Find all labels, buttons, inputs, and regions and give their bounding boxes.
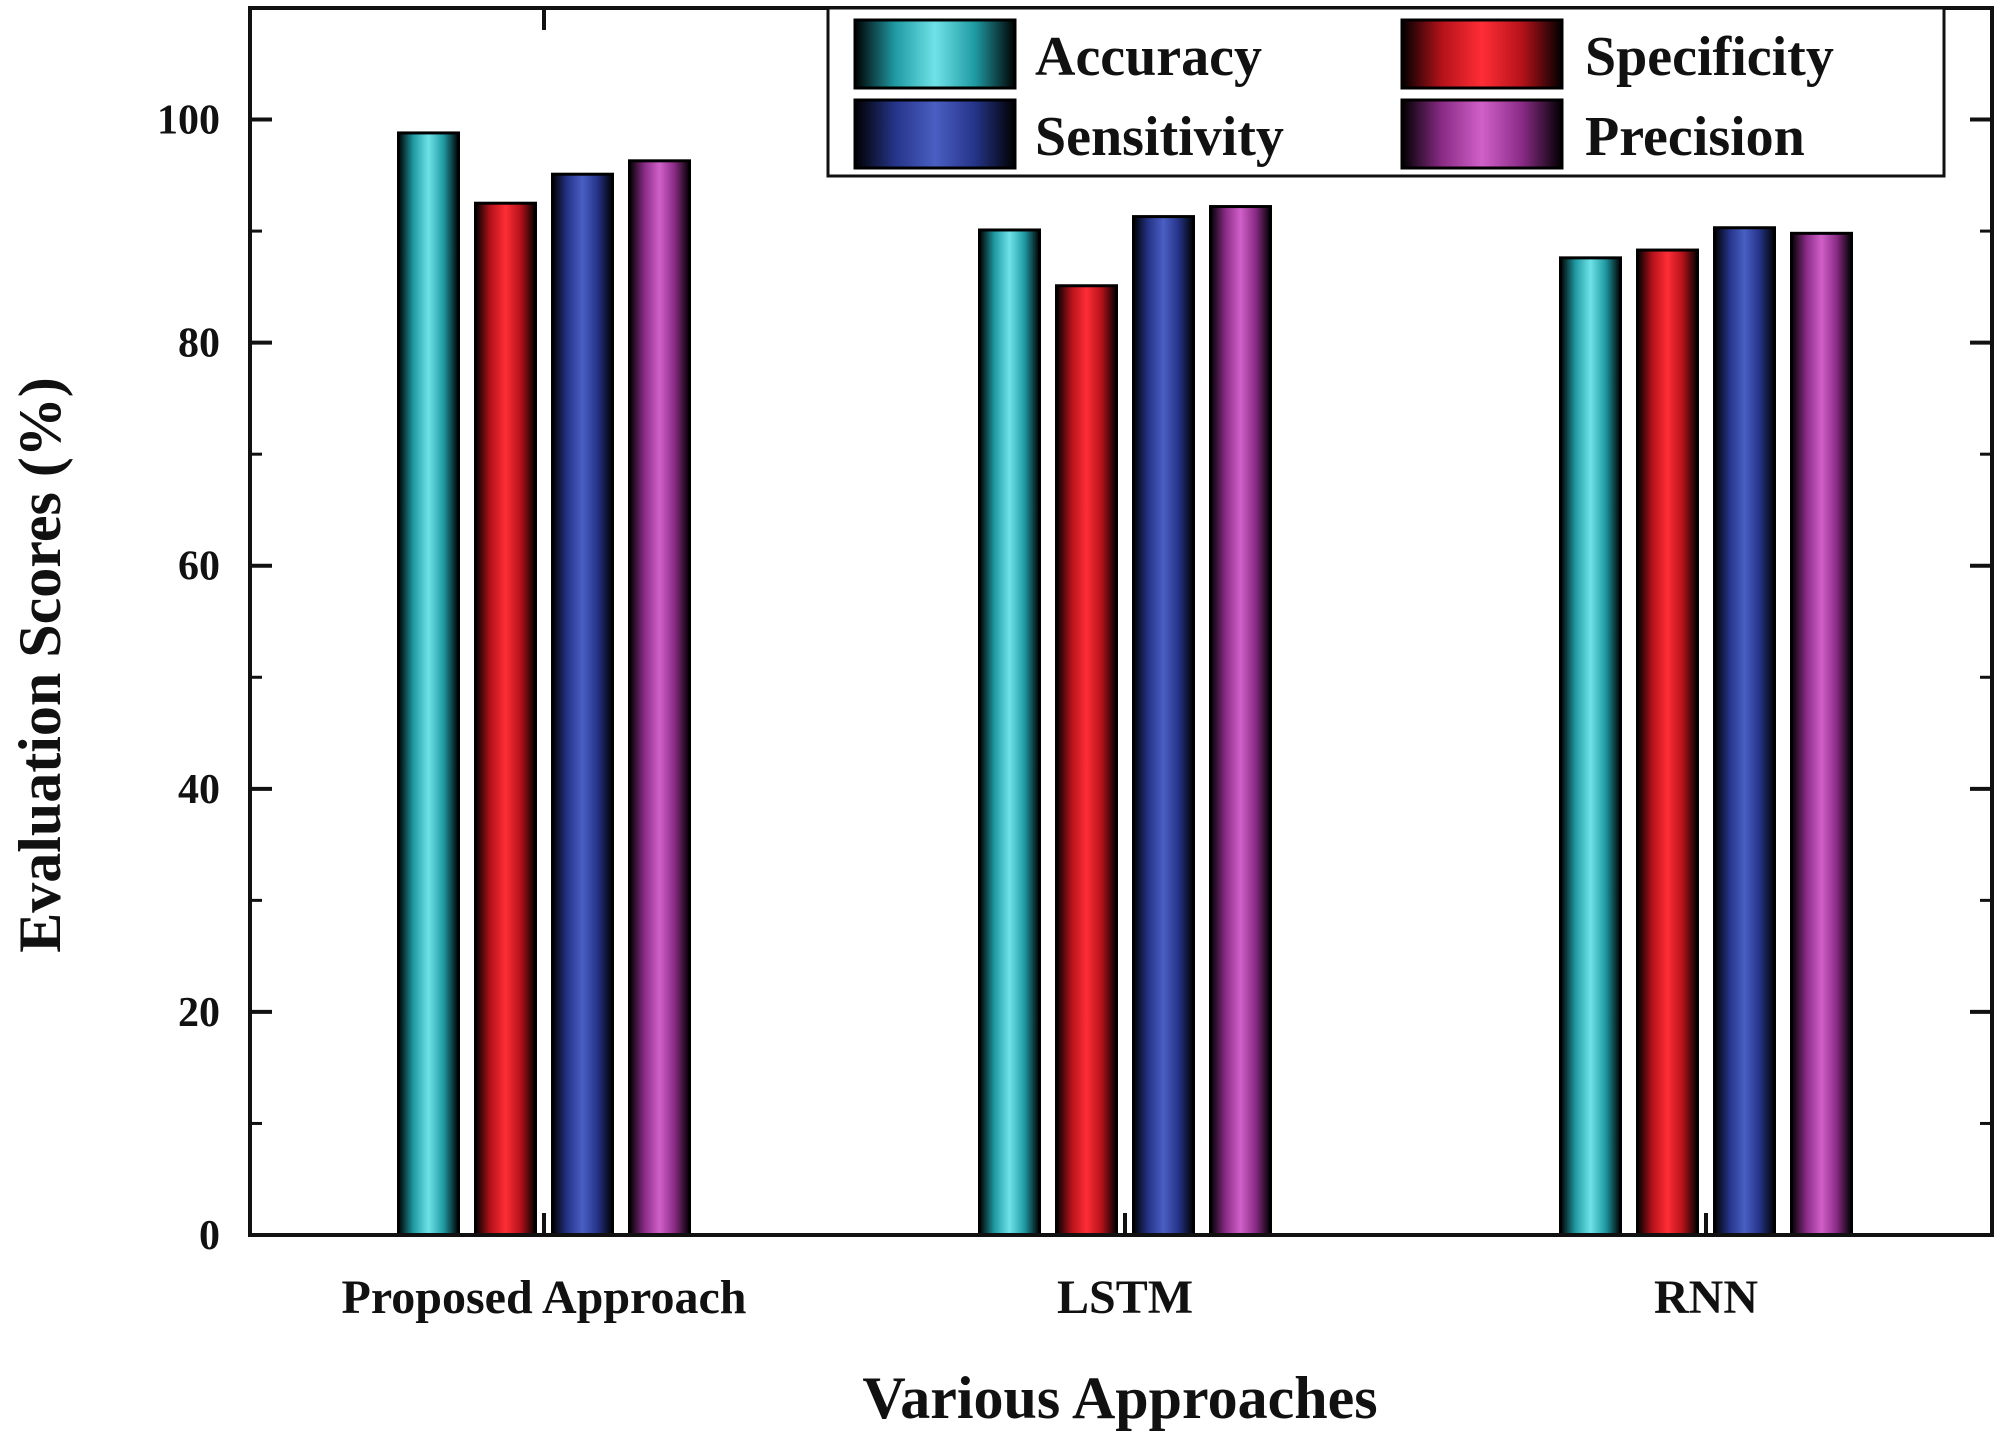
x-axis-title: Various Approaches <box>862 1365 1377 1431</box>
bar-precision-2 <box>1209 205 1272 1237</box>
y-tick-label: 0 <box>199 1213 220 1259</box>
x-category-label: RNN <box>1654 1271 1758 1324</box>
bar-sensitivity-3 <box>1713 226 1776 1237</box>
x-category-label: Proposed Approach <box>342 1271 747 1324</box>
y-tick-label: 20 <box>178 990 220 1036</box>
bar-precision-3 <box>1790 231 1853 1237</box>
legend-swatch-precision <box>1400 98 1564 170</box>
y-tick-label: 100 <box>157 98 220 144</box>
bar-specificity-1 <box>474 201 537 1237</box>
bars-group <box>397 131 1853 1237</box>
legend-swatch-sensitivity <box>853 98 1017 170</box>
legend: Accuracy Specificity Sensitivity Precision <box>826 6 1946 178</box>
bar-accuracy-2 <box>978 228 1041 1237</box>
bar-precision-1 <box>628 159 691 1237</box>
tick-labels-group: 0 20 40 60 80 100 Proposed Approach LSTM RNN <box>157 98 1758 1324</box>
bar-specificity-3 <box>1636 248 1699 1237</box>
y-axis-title: Evaluation Scores (%) <box>7 377 73 953</box>
legend-label-sensitivity: Sensitivity <box>1035 106 1284 168</box>
y-tick-label: 60 <box>178 544 220 590</box>
legend-label-accuracy: Accuracy <box>1035 26 1262 88</box>
bar-sensitivity-1 <box>551 172 614 1237</box>
bar-specificity-2 <box>1055 284 1118 1237</box>
legend-label-precision: Precision <box>1585 106 1805 168</box>
bar-accuracy-3 <box>1559 256 1622 1237</box>
bar-sensitivity-2 <box>1132 215 1195 1237</box>
bar-accuracy-1 <box>397 131 460 1237</box>
legend-label-specificity: Specificity <box>1585 26 1834 88</box>
legend-swatch-specificity <box>1400 18 1564 90</box>
legend-swatch-accuracy <box>853 18 1017 90</box>
x-category-label: LSTM <box>1057 1271 1193 1324</box>
y-tick-label: 40 <box>178 767 220 813</box>
y-tick-label: 80 <box>178 321 220 367</box>
